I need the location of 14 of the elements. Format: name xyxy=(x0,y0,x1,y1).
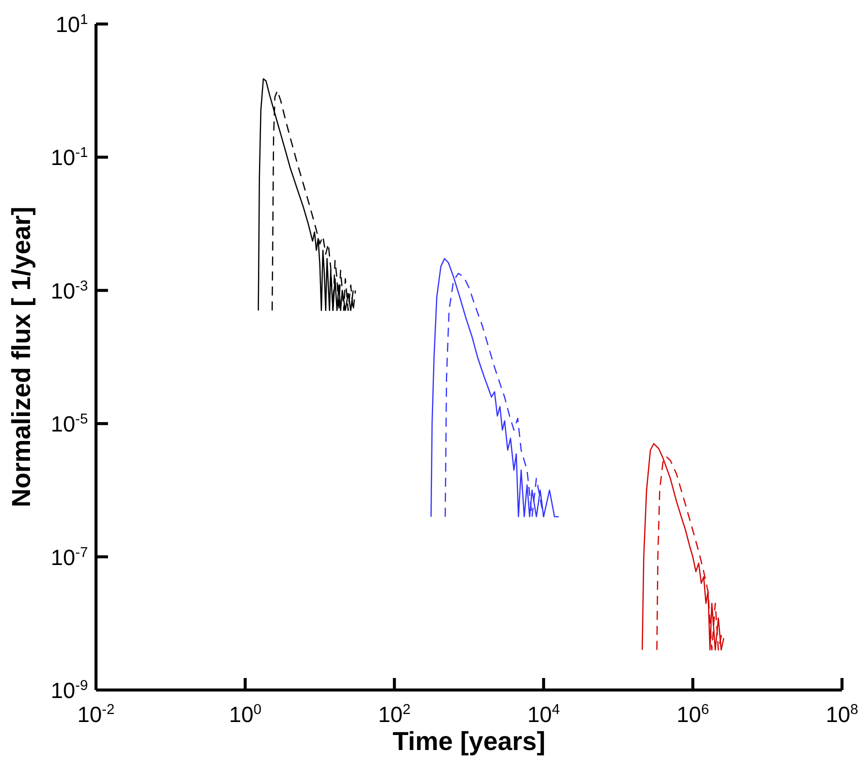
x-tick-label: 10$^{0}$ xyxy=(228,702,262,727)
y-axis-title: Normalized flux [ 1/year] xyxy=(6,206,36,508)
x-tick-label: 10$^{-2}$ xyxy=(77,702,115,727)
y-tick-label: 10$^{-5}$ xyxy=(50,412,88,437)
x-axis-title: Time [years] xyxy=(392,726,546,756)
y-tick-label: 10$^{1}$ xyxy=(56,12,88,37)
y-tick-label: 10$^{-7}$ xyxy=(50,544,88,570)
x-tick-label: 10$^{6}$ xyxy=(676,702,710,727)
x-tick-label: 10$^{2}$ xyxy=(378,702,411,727)
y-tick-label: 10$^{-3}$ xyxy=(50,278,88,304)
x-tick-label: 10$^{8}$ xyxy=(826,702,858,727)
x-tick-label: 10$^{4}$ xyxy=(527,702,560,727)
y-tick-label: 10$^{-9}$ xyxy=(50,678,88,703)
y-tick-label: 10$^{-1}$ xyxy=(50,145,88,170)
